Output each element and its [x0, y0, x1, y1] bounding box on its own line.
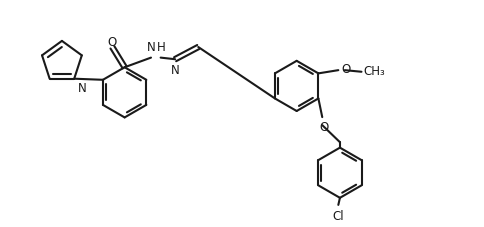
- Text: N: N: [78, 82, 87, 95]
- Text: CH₃: CH₃: [363, 65, 385, 78]
- Text: O: O: [107, 36, 116, 49]
- Text: H: H: [157, 41, 166, 54]
- Text: Cl: Cl: [333, 210, 344, 223]
- Text: N: N: [171, 64, 180, 77]
- Text: N: N: [147, 41, 156, 54]
- Text: O: O: [342, 63, 351, 76]
- Text: O: O: [319, 121, 329, 134]
